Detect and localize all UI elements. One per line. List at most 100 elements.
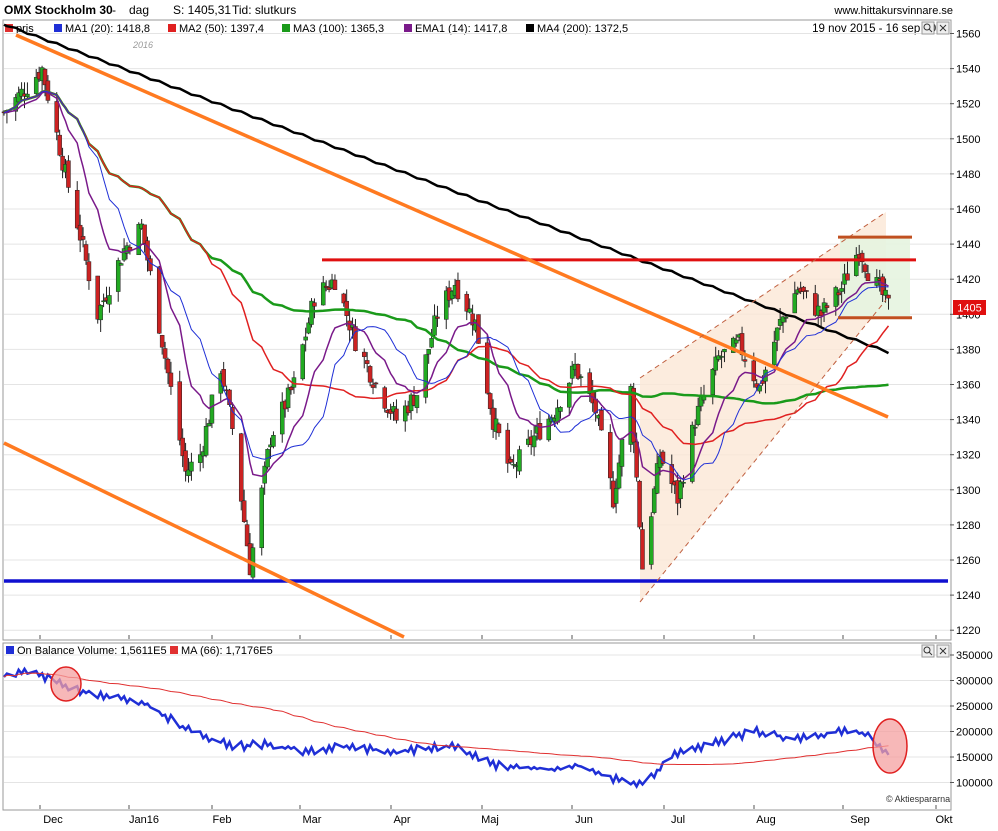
candle-body [42,68,48,86]
month-label: Dec [43,814,63,826]
candle-body [60,155,65,171]
candle-body [575,364,581,379]
candle-body [145,240,150,261]
candle-body [364,360,370,364]
legend: pris MA1 (20): 1418,8 MA2 (50): 1397,4 MA3 … [5,23,628,35]
obv-panel-frame [2,642,952,811]
candle-body [57,134,62,156]
indicators [3,23,890,481]
period-label: dag [129,3,149,17]
candle-body [244,524,250,547]
price-tick-label: 1380 [956,344,980,356]
candle-body [414,395,420,408]
candle-body [613,488,619,504]
month-label: Feb [213,814,232,826]
candle-body [33,77,39,94]
candle-body [197,454,203,463]
candle-body [306,322,311,334]
obv-axis: 350000 300000 250000 200000 150000 100000 [950,650,993,790]
price-panel-zoom-icon[interactable] [921,21,935,35]
candle-body [186,469,191,477]
candle-body [508,458,513,463]
price-tick-label: 1360 [956,380,980,392]
price-tick-label: 1520 [956,99,980,111]
candle-body [271,435,276,447]
candle-body [813,293,818,316]
month-label: Apr [393,814,410,826]
obv-panel-zoom-icon[interactable] [921,644,935,658]
month-label: Jan16 [129,814,159,826]
candle-body [121,248,127,261]
candle-body [367,366,373,383]
candle-body [836,292,841,296]
candle-body [569,365,575,379]
candle-body [156,266,162,334]
header-separator: - [112,3,116,17]
candle-body [485,342,490,394]
candle-body [511,463,516,466]
candle-body [824,305,830,308]
candle-body [854,254,859,276]
price-tick-label: 1480 [956,169,980,181]
candle-body [238,433,244,502]
candle-body [83,244,89,261]
candle-body [833,287,839,307]
candle-body [731,337,736,353]
price-tick-label: 1300 [956,485,980,497]
ema1-14-line [3,90,889,480]
legend-swatch [54,24,62,32]
candle-body [567,382,572,408]
month-label: Maj [481,814,499,826]
candle-body [136,223,141,256]
month-label: Jul [671,814,685,826]
price-panel-close-icon[interactable] [936,21,950,35]
legend-swatch [404,24,412,32]
price-type-label: Tid: slutkurs [232,3,296,17]
candles [1,65,891,581]
candle-body [189,461,194,472]
obv-tick-label: 100000 [956,778,993,790]
current-price-value: 1405 [957,303,981,315]
candle-body [631,387,636,443]
candle-body [886,294,891,299]
legend-label: EMA1 (14): 1417,8 [415,23,507,35]
candle-body [285,387,291,409]
obv-legend: On Balance Volume: 1,5611E5 MA (66): 1,7… [6,645,273,657]
month-label: Aug [756,814,776,826]
candle-body [115,260,121,292]
candle-body [859,252,865,263]
candle-body [865,273,871,281]
candle-body [432,315,437,336]
legend-swatch [5,24,13,32]
upper-trend-line [15,33,889,419]
candle-body [183,450,188,472]
candle-body [341,293,346,304]
candle-body [804,290,809,292]
ma4-200-line [3,23,890,355]
obv-panel-close-icon[interactable] [936,644,950,658]
candle-body [710,368,716,396]
candle-body [101,300,106,303]
candle-body [774,327,780,341]
candle-body [66,160,71,188]
obv-line [3,666,890,790]
candle-body [487,393,493,409]
x-axis: Dec Jan16 Feb Mar Apr Maj Jun Jul Aug Sep Okt [39,635,953,826]
candle-body [309,300,314,325]
candle-body [74,189,80,229]
candle-body [312,302,317,307]
candle-body [845,273,850,281]
candle-body [637,480,642,528]
candle-body [353,326,358,351]
obv-tick-label: 200000 [956,727,993,739]
candle-body [323,285,329,288]
legend-swatch [282,24,290,32]
candle-body [722,348,727,353]
candle-body [839,288,844,292]
candle-body [862,264,868,273]
price-tick-label: 1220 [956,625,980,637]
obv-ma-label: MA (66): 1,7176E5 [181,645,273,657]
lower-trend-line [3,441,405,639]
candle-body [230,407,235,429]
candle-body [883,289,888,296]
